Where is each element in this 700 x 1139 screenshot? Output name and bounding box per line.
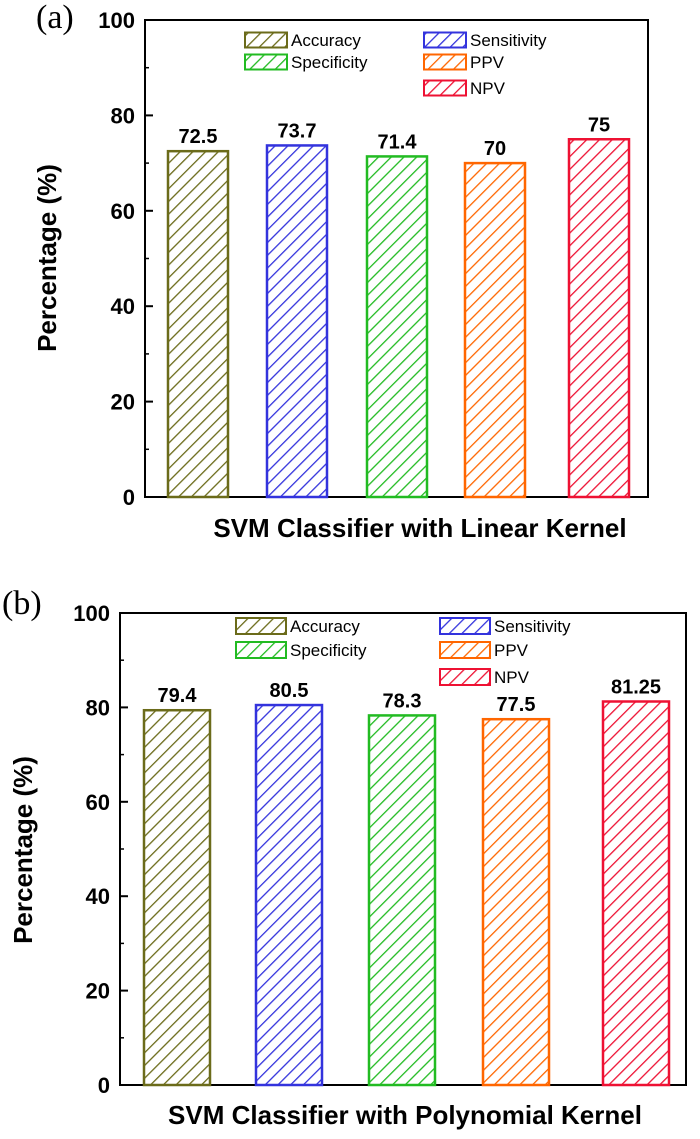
- legend-swatch-npv: [439, 668, 491, 686]
- y-axis-label: Percentage (%): [8, 756, 38, 944]
- legend-swatch-specificity: [235, 641, 287, 659]
- x-axis-label: SVM Classifier with Polynomial Kernel: [168, 1100, 642, 1130]
- value-label-accuracy: 79.4: [158, 685, 198, 707]
- legend-label-npv: NPV: [470, 79, 506, 98]
- y-tick-label: 80: [111, 103, 135, 128]
- y-tick-label: 20: [111, 390, 135, 415]
- bar-ppv: [481, 717, 551, 1087]
- bar-specificity: [367, 714, 437, 1087]
- legend-swatch-accuracy: [244, 31, 288, 49]
- y-tick-label: 0: [98, 1073, 110, 1098]
- value-label-sensitivity: 73.7: [278, 120, 317, 142]
- y-tick-label: 40: [111, 294, 135, 319]
- y-tick-label: 60: [86, 790, 110, 815]
- plot-area-b: 0 20 40 60 80 100 79.4 80.5 78.3 77.5 81.25 Percent…: [8, 601, 687, 1130]
- legend-label-accuracy: Accuracy: [291, 31, 361, 50]
- panel-letter-a: (a): [36, 0, 74, 36]
- value-label-accuracy: 72.5: [179, 126, 218, 148]
- chart-linear-kernel: (a) 0 20 40 60 80 100 72.5 73.7 71.4 70 75 Percenta…: [32, 0, 649, 543]
- panel-letter-b: (b): [2, 585, 42, 622]
- legend-swatch-npv: [423, 79, 467, 97]
- value-label-specificity: 71.4: [378, 131, 418, 153]
- legend-label-sensitivity: Sensitivity: [470, 31, 547, 50]
- y-tick-label: 40: [86, 884, 110, 909]
- legend-swatch-accuracy: [235, 617, 287, 635]
- legend-label-sensitivity: Sensitivity: [494, 617, 571, 636]
- legend-label-accuracy: Accuracy: [290, 617, 360, 636]
- bar-npv: [601, 700, 671, 1087]
- legend-label-specificity: Specificity: [291, 53, 368, 72]
- y-tick-label: 0: [123, 485, 135, 510]
- plot-area-a: 0 20 40 60 80 100 72.5 73.7 71.4 70 75 Percentage (…: [32, 8, 649, 543]
- bar-npv: [567, 138, 631, 499]
- legend-label-ppv: PPV: [470, 53, 505, 72]
- legend-swatch-specificity: [244, 53, 288, 71]
- chart-polynomial-kernel: (b) 0 20 40 60 80 100 79.4 80.5 78.3 77.5 81.25 Per…: [2, 585, 687, 1130]
- legend-swatch-ppv: [439, 641, 491, 659]
- y-tick-label: 20: [86, 979, 110, 1004]
- value-label-ppv: 77.5: [497, 694, 536, 716]
- bar-ppv: [463, 161, 527, 499]
- value-label-ppv: 70: [484, 138, 506, 160]
- bar-sensitivity: [254, 703, 324, 1087]
- y-tick-label: 80: [86, 695, 110, 720]
- y-axis-label: Percentage (%): [32, 164, 62, 352]
- value-label-sensitivity: 80.5: [270, 680, 309, 702]
- legend-label-ppv: PPV: [494, 641, 529, 660]
- legend-label-specificity: Specificity: [290, 641, 367, 660]
- legend-label-npv: NPV: [494, 668, 530, 687]
- y-tick-label: 100: [73, 601, 110, 626]
- bar-accuracy: [166, 149, 230, 499]
- y-tick-label: 60: [111, 199, 135, 224]
- bar-accuracy: [142, 708, 212, 1087]
- legend-swatch-sensitivity: [423, 31, 467, 49]
- value-label-npv: 81.25: [611, 677, 661, 699]
- value-label-npv: 75: [588, 114, 610, 136]
- y-tick-label: 100: [98, 8, 135, 33]
- legend-swatch-ppv: [423, 53, 467, 71]
- legend-swatch-sensitivity: [439, 617, 491, 635]
- bar-sensitivity: [265, 144, 329, 499]
- x-axis-label: SVM Classifier with Linear Kernel: [213, 513, 626, 543]
- bar-specificity: [365, 155, 429, 499]
- value-label-specificity: 78.3: [383, 690, 422, 712]
